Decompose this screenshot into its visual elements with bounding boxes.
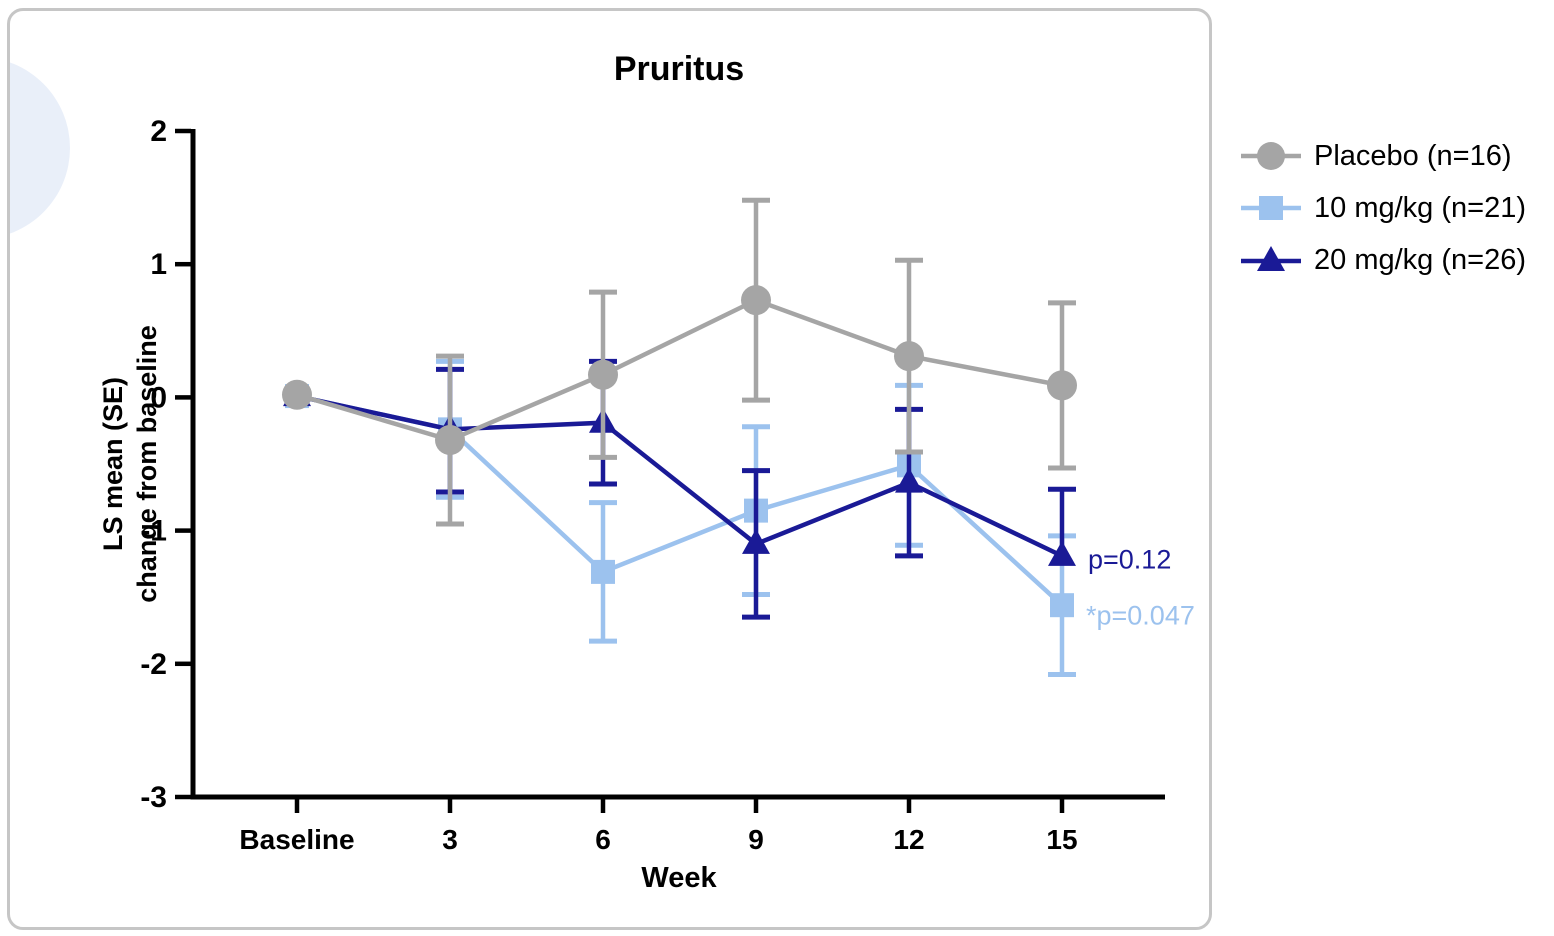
x-tick-label: 15 (1046, 824, 1077, 855)
y-tick-label: -2 (140, 648, 167, 681)
x-tick-label: 3 (442, 824, 458, 855)
data-point-circle (1047, 370, 1077, 401)
y-tick-label: 2 (150, 115, 167, 148)
x-axis-label: Week (641, 862, 717, 894)
y-tick-label: 1 (150, 248, 167, 281)
y-tick-label: -3 (140, 781, 167, 814)
legend-label-10mgkg: 10 mg/kg (n=21) (1314, 191, 1526, 224)
x-tick-label: 6 (595, 824, 611, 855)
data-point-circle (282, 379, 312, 410)
x-tick-label: 12 (893, 824, 924, 855)
series-line (296, 297, 1063, 443)
legend-label-placebo: Placebo (n=16) (1314, 139, 1512, 172)
data-point-triangle (895, 467, 923, 493)
data-point-circle (741, 285, 771, 316)
p-value-annotation-20mg: p=0.12 (1088, 544, 1172, 575)
y-tick-label: 0 (150, 381, 167, 414)
legend-item-placebo: Placebo (n=16) (1240, 137, 1526, 175)
data-point-square (1050, 593, 1074, 618)
chart-card (7, 8, 1212, 930)
data-point-triangle (1048, 540, 1076, 566)
x-tick-label: Baseline (239, 824, 354, 855)
legend-item-20mgkg: 20 mg/kg (n=26) (1240, 241, 1526, 279)
y-tick-label: -1 (140, 515, 167, 548)
data-point-square (591, 559, 615, 584)
placebo-circle-icon (1241, 142, 1301, 170)
chart-title: Pruritus (613, 50, 745, 88)
legend-label-20mgkg: 20 mg/kg (n=26) (1314, 243, 1526, 276)
legend-item-10mgkg: 10 mg/kg (n=21) (1240, 189, 1526, 227)
series-line (296, 393, 1063, 558)
data-point-triangle (742, 528, 770, 554)
legend: Placebo (n=16) 10 mg/kg (n=21) 20 mg/kg … (1240, 137, 1526, 279)
dose10-square-icon (1241, 196, 1301, 220)
p-value-annotation-10mg: *p=0.047 (1086, 600, 1195, 631)
dose20-triangle-icon (1241, 246, 1301, 271)
data-point-circle (588, 359, 618, 390)
data-point-circle (435, 425, 465, 456)
data-point-circle (894, 341, 924, 372)
x-tick-label: 9 (748, 824, 764, 855)
axes (190, 129, 1165, 800)
